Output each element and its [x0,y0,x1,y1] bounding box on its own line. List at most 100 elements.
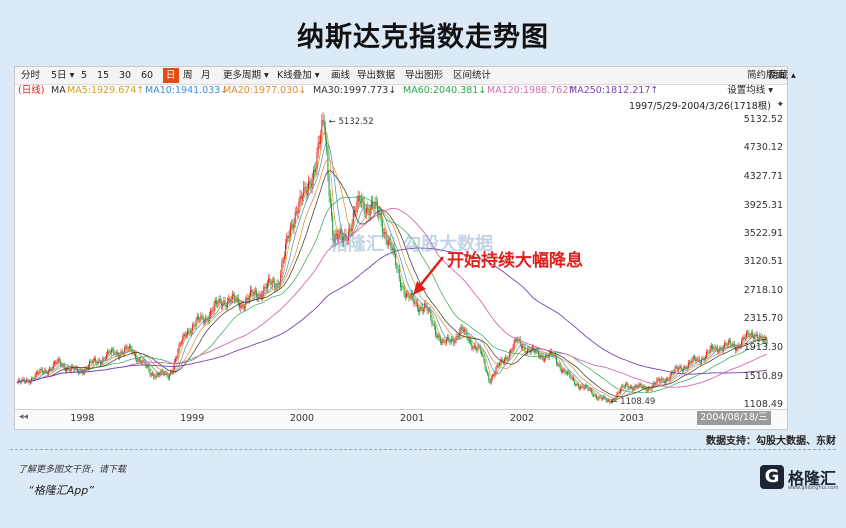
candle-body [64,369,66,372]
candle-body [606,400,608,402]
candle-body [304,186,306,188]
toolbar-item[interactable]: 60 [141,70,154,81]
candle-body [393,247,395,254]
candle-body [430,310,432,318]
candle-body [664,380,666,383]
candle-body [674,367,676,372]
toolbar-item[interactable]: 分时 [21,70,41,81]
candle-body [461,326,463,330]
candle-body [76,367,78,372]
candle-body [684,366,686,369]
scroll-left-icon[interactable]: ◂◂ [19,412,29,422]
candlestick-chart[interactable]: ← 5132.52 ← 1108.49 [15,67,787,409]
candle-body [331,203,333,217]
candle-body [583,387,585,389]
candle-body [420,307,422,308]
candle-body [466,331,468,339]
candle-body [343,236,345,243]
candle-body [718,351,720,352]
candle-body [616,393,618,398]
toolbar-right-item[interactable]: 简约版面 [747,70,786,81]
date-range-label: 1997/5/29-2004/3/26(1718根) [629,101,771,112]
candle-body [293,222,295,229]
candle-body [173,361,175,369]
toolbar-item[interactable]: K线叠加 ▾ [277,70,320,81]
candle-body [520,344,522,348]
toolbar-item[interactable]: 5 [81,70,88,81]
candle-body [23,378,25,382]
toolbar-item[interactable]: 月 [201,70,211,81]
candle-body [109,352,111,354]
candle-body [678,368,680,370]
candle-body [542,356,544,361]
toolbar-item[interactable]: 区间统计 [453,70,492,81]
candle-body [610,402,612,404]
candle-body [511,350,513,352]
candle-body [60,361,62,366]
candle-body [69,369,71,371]
candle-body [579,387,580,389]
candle-body [257,296,259,300]
candle-body [720,347,722,350]
candle-body [612,398,614,400]
toolbar-item[interactable]: 5日 ▾ [51,70,75,81]
candle-body [242,304,244,309]
toolbar-item[interactable]: 画线 [331,70,351,81]
y-axis: 5132.52 4730.12 4327.71 3925.31 3522.91 3120.… [744,67,787,410]
candle-body [155,374,157,378]
x-tick-label: 1999 [180,413,205,424]
candle-body [151,373,153,375]
candle-body [55,362,57,364]
candle-body [269,278,271,283]
candle-body [726,344,728,346]
candle-body [495,366,497,373]
candle-body [332,216,334,236]
candle-body [158,373,160,376]
toolbar-item[interactable]: 周 [183,70,193,81]
toolbar-item[interactable]: 30 [119,70,132,81]
candle-body [574,380,576,385]
candle-body [264,287,266,288]
toolbar-item[interactable]: 更多周期 ▾ [223,70,269,81]
y-tick-label: 1108.49 [743,399,783,410]
candle-body [443,340,445,343]
candle-body [415,302,417,304]
candle-body [444,342,446,343]
toolbar-item[interactable]: 导出图形 [405,70,444,81]
candle-body [467,338,469,341]
candle-body [541,355,543,357]
candle-body [74,368,76,370]
candle-body [360,201,362,204]
candle-body [245,299,247,308]
candle-body [422,309,424,312]
candle-body [706,351,708,358]
candle-body [99,361,101,365]
candle-body [698,358,700,363]
candle-body [639,383,641,385]
ma-settings-button[interactable]: 设置均线 ▾ [727,85,773,96]
toolbar-item[interactable]: 日 [163,68,179,83]
candle-body [472,347,474,349]
candle-body [102,358,104,363]
toolbar-item[interactable]: 导出数据 [357,70,396,81]
y-tick-label: 4730.12 [743,142,783,154]
candle-body [736,348,738,351]
pin-icon[interactable]: ✦ [776,100,784,110]
candle-body [230,299,232,302]
ma-line-ma10 [16,142,768,401]
toolbar-item[interactable]: 15 [97,70,110,81]
candle-body [661,378,663,381]
candle-body [449,341,451,343]
x-tick-label: 1998 [70,413,95,424]
candle-body [727,341,729,346]
candle-body [61,365,63,366]
candle-body [479,346,481,352]
candle-body [603,396,605,399]
candle-body [761,336,763,341]
toolbar-right-item[interactable]: 隐藏 ▴ [769,70,796,81]
candle-body [135,353,137,359]
candle-body [56,362,58,364]
candle-body [601,398,603,400]
candle-body [414,302,416,304]
candle-body [35,372,37,375]
